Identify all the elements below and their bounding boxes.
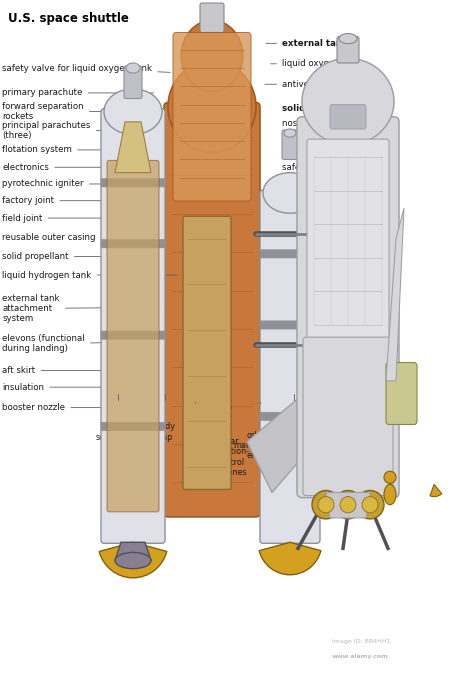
FancyBboxPatch shape [260,412,320,420]
Ellipse shape [115,552,151,569]
Text: vertical tail: vertical tail [282,311,330,320]
Text: safety valve for liquid oxygen tank: safety valve for liquid oxygen tank [2,64,170,72]
FancyBboxPatch shape [101,179,165,187]
Text: elevons (functional
during landing): elevons (functional during landing) [2,334,142,353]
Text: electronics: electronics [2,162,138,172]
Text: propellant tanks for orbital
maneuvering engines: propellant tanks for orbital maneuvering… [282,282,397,301]
Circle shape [384,471,396,483]
Circle shape [318,497,334,513]
Text: orbital
maneuvering
engine: orbital maneuvering engine [233,431,286,460]
Wedge shape [430,485,442,496]
Ellipse shape [126,63,140,73]
Text: body
flap: body flap [155,422,175,442]
Text: main engine
nozzle: main engine nozzle [269,422,319,442]
Text: payload: payload [282,242,316,250]
Polygon shape [115,542,151,561]
FancyBboxPatch shape [303,337,393,496]
FancyBboxPatch shape [107,160,159,512]
Text: principal parachutes
(three): principal parachutes (three) [2,121,143,140]
Polygon shape [326,493,370,518]
Text: aft skirt: aft skirt [2,366,129,375]
Ellipse shape [181,20,243,91]
FancyBboxPatch shape [124,66,142,98]
Text: solid propellant: solid propellant [2,252,132,261]
FancyBboxPatch shape [101,331,165,339]
FancyBboxPatch shape [260,250,320,258]
Text: crew access hatch: crew access hatch [282,181,361,190]
Circle shape [334,490,362,519]
Text: flotation system: flotation system [2,146,139,154]
FancyBboxPatch shape [101,108,165,543]
FancyBboxPatch shape [101,240,165,248]
Text: star trackers: star trackers [282,146,337,155]
Text: cargo bay doors
(shown closed): cargo bay doors (shown closed) [282,194,352,213]
Ellipse shape [384,485,396,505]
FancyBboxPatch shape [386,362,417,424]
Wedge shape [99,542,167,578]
Text: factory joint: factory joint [2,196,136,205]
FancyBboxPatch shape [337,37,359,63]
Ellipse shape [104,89,162,135]
FancyBboxPatch shape [200,3,224,32]
Text: forward separation
rockets: forward separation rockets [2,102,146,121]
Circle shape [356,490,384,519]
Text: rear
separation
rockets: rear separation rockets [96,422,139,452]
Text: orbiter: orbiter [275,206,316,217]
Text: air brakes and rudder
(functional during
landing): air brakes and rudder (functional during… [282,331,375,361]
Polygon shape [386,208,404,380]
FancyBboxPatch shape [260,321,320,329]
FancyBboxPatch shape [183,216,231,489]
Text: external tank
attachment
system: external tank attachment system [2,294,165,324]
FancyBboxPatch shape [330,104,366,129]
Ellipse shape [302,58,394,145]
Ellipse shape [339,33,357,43]
Wedge shape [259,542,321,575]
Text: rear
reaction-
control
engines: rear reaction- control engines [213,437,249,477]
Circle shape [362,497,378,513]
Text: remote manipulator
system: remote manipulator system [282,216,368,235]
Ellipse shape [284,129,296,137]
Text: main
engine
nozzle: main engine nozzle [182,431,209,460]
Text: primary parachute: primary parachute [2,89,154,97]
Text: field joint: field joint [2,213,135,223]
FancyBboxPatch shape [173,32,251,201]
Text: external tank: external tank [266,39,348,48]
Text: safety hatches: safety hatches [282,163,346,173]
Text: solid rocket booster: solid rocket booster [282,104,381,113]
FancyBboxPatch shape [164,102,260,517]
Text: delta wing: delta wing [282,261,327,269]
Text: main engine
nozzle: main engine nozzle [282,388,336,408]
Polygon shape [115,122,151,173]
Text: liquid hydrogen tank: liquid hydrogen tank [2,271,177,280]
FancyBboxPatch shape [282,130,298,159]
Text: www.alamy.com: www.alamy.com [332,655,389,659]
FancyBboxPatch shape [101,422,165,431]
Ellipse shape [263,173,317,213]
Polygon shape [247,391,307,493]
Text: pyrotechnic igniter: pyrotechnic igniter [2,179,137,188]
Circle shape [312,490,340,519]
Text: antivortex siphon: antivortex siphon [265,80,357,89]
Text: alamy: alamy [124,638,179,655]
Text: liquid oxygen tank: liquid oxygen tank [271,60,362,68]
FancyBboxPatch shape [307,139,389,343]
Text: nose reaction-control
engines: nose reaction-control engines [282,118,374,138]
Text: U.S. space shuttle: U.S. space shuttle [8,12,129,25]
Text: Image ID: BB4HH1: Image ID: BB4HH1 [332,639,390,644]
Ellipse shape [168,61,256,152]
Circle shape [340,497,356,513]
FancyBboxPatch shape [297,116,399,498]
Text: booster nozzle: booster nozzle [2,403,121,412]
FancyBboxPatch shape [260,190,320,543]
Text: reusable outer casing: reusable outer casing [2,234,134,242]
Text: insulation: insulation [2,383,125,392]
